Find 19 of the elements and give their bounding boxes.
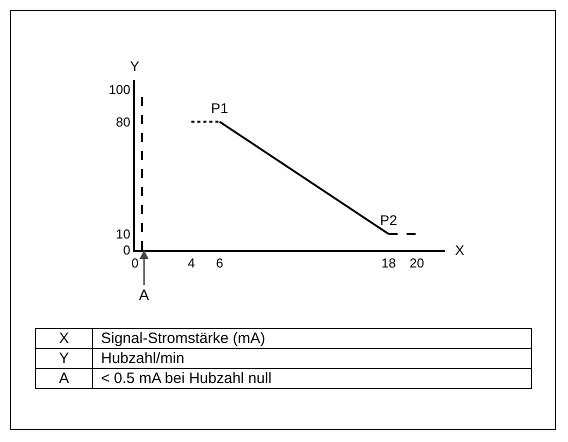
x-axis-title: X (455, 242, 465, 258)
x-tick-label: 6 (216, 256, 224, 271)
y-tick-label: 80 (116, 114, 130, 130)
y-axis-title: Y (130, 58, 140, 74)
text: Hubzahl/min (92, 348, 532, 368)
text: Signal-Stromstärke (mA) (92, 328, 532, 348)
text: < 0.5 mA bei Hubzahl null (92, 368, 532, 388)
y-tick-label: 100 (108, 82, 130, 98)
x-tick-label: 18 (381, 256, 396, 271)
annotation: P2 (380, 212, 398, 228)
x-tick-label: 20 (410, 256, 424, 271)
text: X (36, 328, 92, 348)
ref-line-label: A (139, 287, 150, 304)
annotation: P1 (211, 100, 228, 116)
y-tick-label: 0 (123, 242, 130, 258)
x-tick-label: 4 (188, 256, 195, 271)
y-tick-label: 10 (116, 226, 130, 242)
text: A (36, 368, 92, 388)
text: Y (36, 348, 92, 368)
